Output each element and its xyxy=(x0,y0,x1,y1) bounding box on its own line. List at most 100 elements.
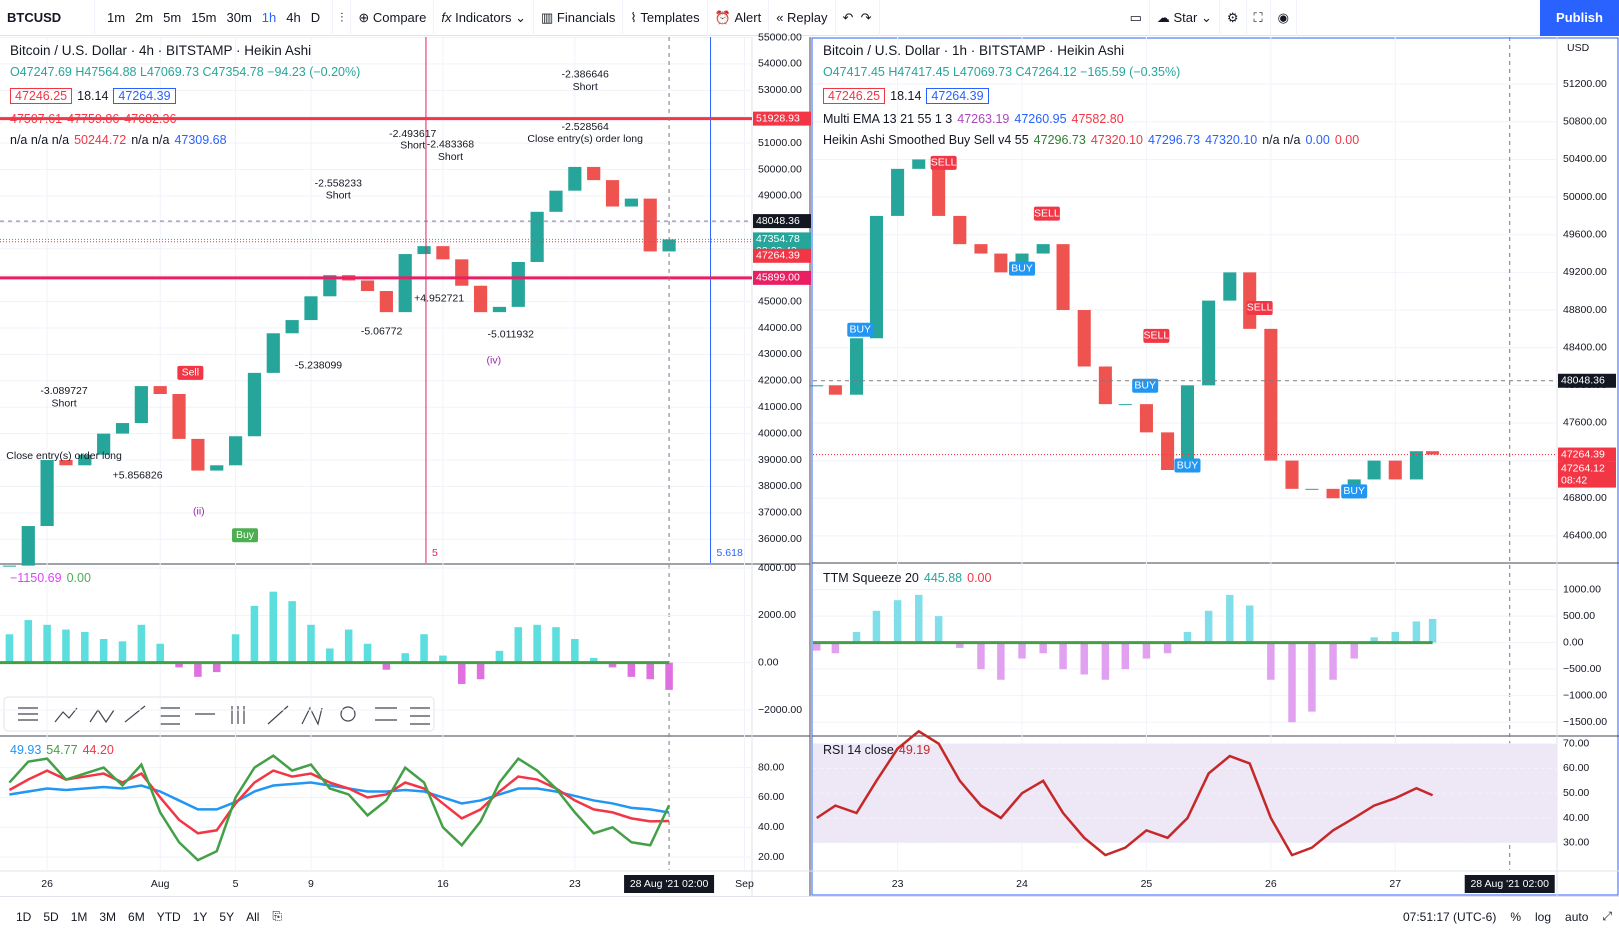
layout-name[interactable]: ☁ Star ⌄ xyxy=(1150,0,1220,36)
pane: 46400.0046800.0047200.0047600.0048000.00… xyxy=(810,37,1616,893)
candle xyxy=(417,246,431,255)
time-label-box xyxy=(1464,875,1555,893)
x-tick-label: 25 xyxy=(1141,878,1153,890)
publish[interactable]: Publish xyxy=(1540,0,1619,36)
replay[interactable]: « Replay xyxy=(769,0,836,36)
compare[interactable]: ⊕ Compare xyxy=(351,0,435,36)
active-chart-border xyxy=(811,37,1619,896)
annotation: -2.493617 xyxy=(389,128,436,140)
annotation: +5.856826 xyxy=(113,469,163,481)
ask: 47264.39 xyxy=(113,88,176,104)
range[interactable]: 1Y xyxy=(192,909,208,924)
symbol[interactable]: BTCUSD xyxy=(0,0,95,36)
y-tick-label: 39000.00 xyxy=(758,454,802,466)
candle xyxy=(1409,451,1423,480)
histogram-bar xyxy=(934,616,943,643)
ranges: 1D 5D 1M 3M 6M YTD 1Y 5Y All xyxy=(0,910,265,924)
interval[interactable]: 15m xyxy=(191,10,217,25)
indicators[interactable]: fx Indicators ⌄ xyxy=(434,0,534,36)
y-tick-label: 49200.00 xyxy=(1563,266,1607,278)
histogram-bar xyxy=(893,600,902,643)
indicator-value: Multi EMA 13 21 55 1 3 xyxy=(823,112,953,126)
candle xyxy=(530,211,544,262)
histogram-bar xyxy=(1370,637,1378,643)
y-tick-label: 1000.00 xyxy=(1563,583,1601,595)
layout[interactable]: ▭ xyxy=(1123,0,1150,36)
templates[interactable]: ⌇ Templates xyxy=(623,0,708,36)
candle xyxy=(1285,460,1299,489)
range[interactable]: YTD xyxy=(156,909,181,924)
auto[interactable]: auto xyxy=(1565,909,1589,924)
pane: 20.00 40.00 60.00 80.00 xyxy=(0,754,784,863)
pane: 1000.00 500.00 0.00 −500.00 −1000.00 −1500.00 xyxy=(813,583,1607,728)
candle xyxy=(643,198,657,252)
alert[interactable]: ⏰ Alert xyxy=(708,0,770,36)
annotation: Close entry(s) order long xyxy=(6,450,122,462)
interval[interactable]: 4h xyxy=(286,10,301,25)
indicator-row: RSI 14 close 49.19 xyxy=(823,740,935,761)
candle xyxy=(624,198,638,207)
range[interactable]: 1D xyxy=(16,909,32,924)
candle xyxy=(455,259,469,286)
top-toolbar: BTCUSD 1m 2m 5m 15m 30m 1h 4h D ⫶ ⊕ Compare fx … xyxy=(0,0,1619,36)
snapshot[interactable]: ◉ xyxy=(1271,0,1297,36)
undo[interactable]: ↶ ↷ xyxy=(836,0,880,36)
financials[interactable]: ▥ Financials xyxy=(534,0,624,36)
interval[interactable]: 30m xyxy=(226,10,252,25)
histogram-bar xyxy=(175,662,183,668)
goto-date[interactable]: ⎘ xyxy=(272,909,283,923)
candle xyxy=(605,180,620,207)
interval[interactable]: 2m xyxy=(135,10,154,25)
candle xyxy=(1098,366,1112,405)
histogram-bar xyxy=(977,642,985,670)
settings[interactable]: ⚙ xyxy=(1220,0,1247,36)
x-tick-label: 9 xyxy=(308,878,314,890)
indicator-row: 47507.61 47759.86 47682.36 xyxy=(10,109,365,130)
range[interactable]: 3M xyxy=(99,909,117,924)
range[interactable]: All xyxy=(246,909,260,924)
fullscreen[interactable]: ⛶ xyxy=(1247,0,1271,36)
y-tick-label: 50800.00 xyxy=(1563,116,1607,128)
annotation: Close entry(s) order long xyxy=(527,133,643,145)
indicator-value: 47682.36 xyxy=(124,112,177,126)
interval[interactable]: D xyxy=(310,10,321,25)
indicator-value: 47296.73 xyxy=(1147,133,1201,147)
histogram-bar xyxy=(5,634,14,663)
signal-label: Buy xyxy=(236,529,255,541)
y-tick-label: 40000.00 xyxy=(758,427,802,439)
clock[interactable]: 07:51:17 (UTC-6) xyxy=(1402,909,1497,924)
y-tick-label: 47600.00 xyxy=(1563,417,1607,429)
candle xyxy=(869,215,883,339)
percent[interactable]: % xyxy=(1510,909,1522,924)
log[interactable]: log xyxy=(1535,909,1552,924)
annotation: -2.528564 xyxy=(562,121,609,133)
ohlc: O47417.45 H47417.45 L47069.73 C47264.12 … xyxy=(823,65,1181,79)
y-tick-label: 50000.00 xyxy=(758,163,802,175)
y-tick-label: 54000.00 xyxy=(758,58,802,70)
y-tick-label: 70.00 xyxy=(1563,737,1589,749)
range[interactable]: 5Y xyxy=(219,909,235,924)
candle xyxy=(1161,432,1175,471)
range[interactable]: 6M xyxy=(128,909,145,924)
y-tick-label: 49600.00 xyxy=(1563,229,1607,241)
interval[interactable]: 1m xyxy=(107,10,126,25)
indicator-value: 50244.72 xyxy=(74,133,127,147)
countdown: 08:42 xyxy=(1561,474,1587,486)
indicator-value: 47309.68 xyxy=(174,133,227,147)
interval[interactable]: 5m xyxy=(163,10,182,25)
price-label-box xyxy=(1558,447,1616,462)
annotation: (ii) xyxy=(193,505,205,517)
price-label: 47264.12 xyxy=(1561,462,1605,474)
candle xyxy=(549,190,563,212)
y-tick-label: 0.00 xyxy=(1563,636,1584,648)
y-tick-label: 46800.00 xyxy=(1563,492,1607,504)
range[interactable]: 5D xyxy=(43,909,59,924)
interval[interactable]: 1h xyxy=(261,10,277,25)
chart-style[interactable]: ⫶ xyxy=(333,0,352,36)
histogram-bar xyxy=(1039,642,1047,654)
y-tick-label: 51000.00 xyxy=(758,137,802,149)
annotation: Short xyxy=(400,140,425,152)
range[interactable]: 1M xyxy=(70,909,88,924)
histogram-bar xyxy=(872,610,881,643)
scroll[interactable]: ⤢ xyxy=(1602,909,1612,923)
